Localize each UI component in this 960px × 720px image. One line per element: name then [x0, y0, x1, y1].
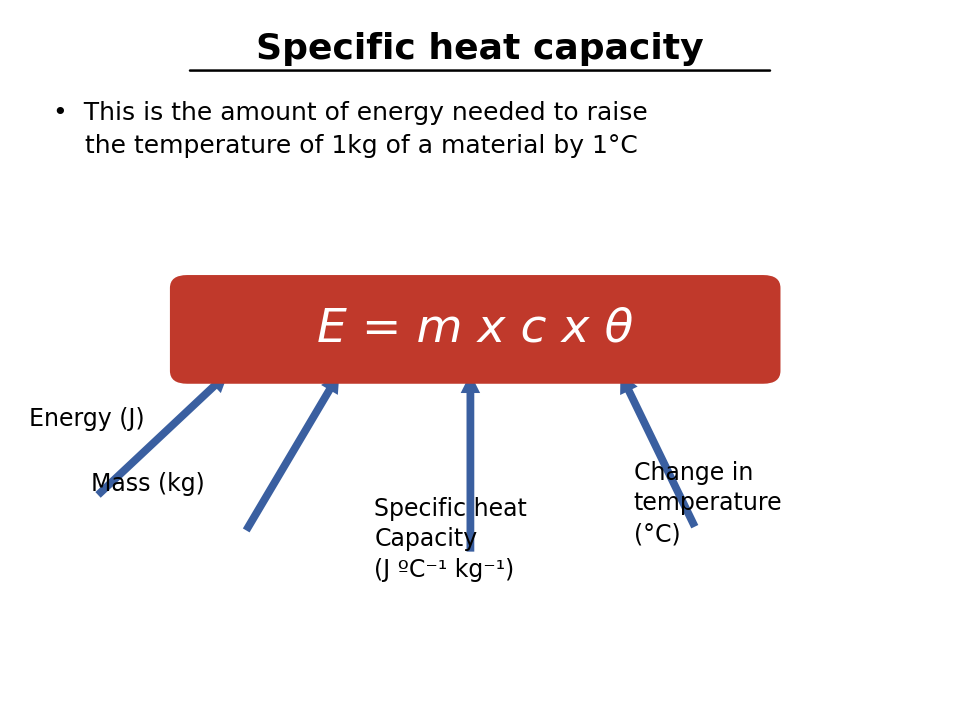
Text: Specific heat capacity: Specific heat capacity: [256, 32, 704, 66]
Text: Mass (kg): Mass (kg): [91, 472, 204, 495]
Text: Change in
temperature
(°C): Change in temperature (°C): [634, 461, 782, 546]
FancyBboxPatch shape: [170, 275, 780, 384]
Text: Energy (J): Energy (J): [29, 407, 144, 431]
Text: Specific heat
Capacity
(J ºC⁻¹ kg⁻¹): Specific heat Capacity (J ºC⁻¹ kg⁻¹): [374, 497, 527, 582]
Text: •  This is the amount of energy needed to raise
    the temperature of 1kg of a : • This is the amount of energy needed to…: [53, 101, 648, 158]
Text: E = m x c x θ: E = m x c x θ: [317, 307, 634, 352]
